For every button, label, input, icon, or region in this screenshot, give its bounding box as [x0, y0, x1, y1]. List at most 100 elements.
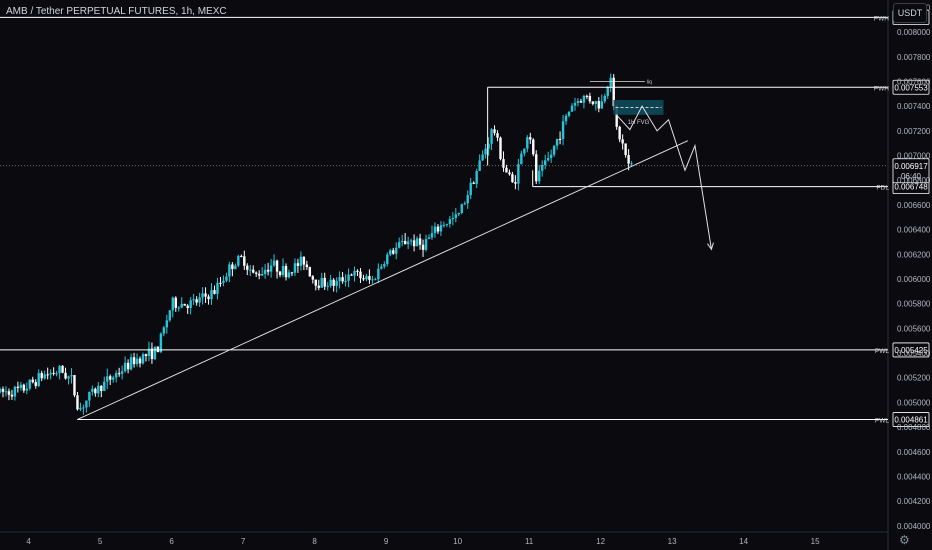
- time-tick-label: 8: [312, 537, 317, 546]
- candle-body: [296, 263, 300, 266]
- candle-body: [505, 167, 508, 173]
- price-tick-label: 0.005400: [897, 349, 931, 358]
- candle-body: [386, 254, 389, 265]
- candle-body: [135, 358, 139, 365]
- candle-body: [22, 384, 26, 391]
- candle-body: [392, 250, 395, 254]
- candle-body: [210, 290, 213, 300]
- candle-body: [496, 133, 499, 138]
- candle-body: [7, 391, 11, 395]
- level-price-tag: [892, 79, 930, 95]
- level-price-tag: [892, 342, 930, 358]
- time-axis: 4 5 6 7 8 9 10 11 12 13 14 15: [26, 537, 820, 546]
- time-tick-label: 9: [384, 537, 389, 546]
- candle-body: [362, 278, 365, 280]
- candle-body: [213, 290, 216, 294]
- time-tick-label: 13: [668, 537, 677, 546]
- candle-body: [192, 299, 195, 301]
- candle-body: [234, 265, 237, 270]
- candle-body: [255, 272, 258, 274]
- candle-body: [293, 263, 297, 273]
- candle-body: [460, 204, 463, 213]
- candle-body: [159, 333, 163, 353]
- price-tick-label: 0.005600: [897, 324, 931, 333]
- candle-body: [430, 233, 434, 238]
- candle-body: [73, 375, 76, 396]
- candle-body: [398, 242, 401, 248]
- liquidity-label: liq: [647, 79, 652, 85]
- candle-body: [403, 241, 407, 245]
- candle-body: [97, 385, 100, 394]
- candle-body: [490, 129, 493, 144]
- current-price-label: 0.006917: [894, 162, 928, 171]
- candle-body: [272, 260, 276, 266]
- candle-body: [418, 238, 422, 245]
- candle-body: [523, 148, 526, 154]
- candle-body: [543, 160, 547, 166]
- candle-body: [475, 170, 478, 184]
- current-price-tag: [892, 158, 930, 184]
- candle-body: [67, 376, 70, 379]
- candle-body: [508, 172, 511, 175]
- candle-body: [585, 95, 589, 97]
- candle-body: [40, 373, 43, 379]
- candle-body: [317, 285, 320, 288]
- candles: [0, 73, 633, 415]
- candle-body: [195, 299, 198, 303]
- candle-body: [484, 148, 487, 155]
- candle-body: [612, 77, 615, 107]
- candle-body: [174, 297, 177, 308]
- currency-button[interactable]: USDT: [893, 3, 927, 23]
- time-tick-label: 4: [26, 537, 31, 546]
- candle-body: [380, 266, 383, 269]
- candle-body: [147, 348, 151, 356]
- candle-body: [61, 365, 64, 373]
- candle-body: [162, 327, 166, 334]
- candle-body: [439, 225, 443, 232]
- candle-body: [138, 358, 142, 364]
- candle-body: [278, 271, 282, 276]
- candle-body: [457, 212, 460, 215]
- candle-body: [445, 224, 449, 226]
- candle-body: [31, 379, 34, 383]
- price-tick-label: 0.005000: [897, 398, 931, 407]
- candle-body: [463, 203, 466, 205]
- candle-body: [493, 129, 496, 134]
- candle-body: [141, 354, 145, 364]
- candle-body: [153, 346, 157, 360]
- candle-body: [502, 159, 505, 168]
- price-tick-label: 0.008000: [897, 28, 931, 37]
- level-name-label: PWL: [875, 418, 889, 425]
- candle-body: [52, 372, 55, 374]
- candle-body: [615, 106, 618, 127]
- candle-body: [177, 307, 180, 309]
- candle-body: [406, 241, 410, 245]
- candle-body: [70, 375, 73, 377]
- candle-body: [88, 391, 91, 401]
- candle-body: [266, 269, 270, 272]
- level-name-label: PDL: [876, 185, 889, 192]
- candle-body: [472, 182, 475, 184]
- candle-body: [549, 154, 553, 158]
- candle-body: [168, 310, 172, 321]
- candle-body: [204, 293, 207, 297]
- candle-body: [597, 101, 601, 109]
- candle-body: [415, 238, 419, 247]
- price-tick-label: 0.006000: [897, 275, 931, 284]
- candle-body: [570, 105, 574, 112]
- candle-body: [606, 86, 609, 96]
- candle-body: [64, 372, 67, 379]
- gear-icon[interactable]: ⚙: [899, 533, 910, 547]
- candle-body: [630, 163, 633, 165]
- candle-body: [567, 111, 571, 116]
- candle-body: [180, 303, 183, 308]
- candle-body: [594, 101, 598, 105]
- candle-body: [201, 293, 204, 298]
- candle-body: [347, 274, 350, 281]
- level-price-tag: [892, 412, 930, 427]
- candle-body: [257, 273, 261, 276]
- price-tick-label: 0.007800: [897, 53, 931, 62]
- price-tick-label: 0.004000: [897, 522, 931, 531]
- candle-body: [511, 174, 514, 183]
